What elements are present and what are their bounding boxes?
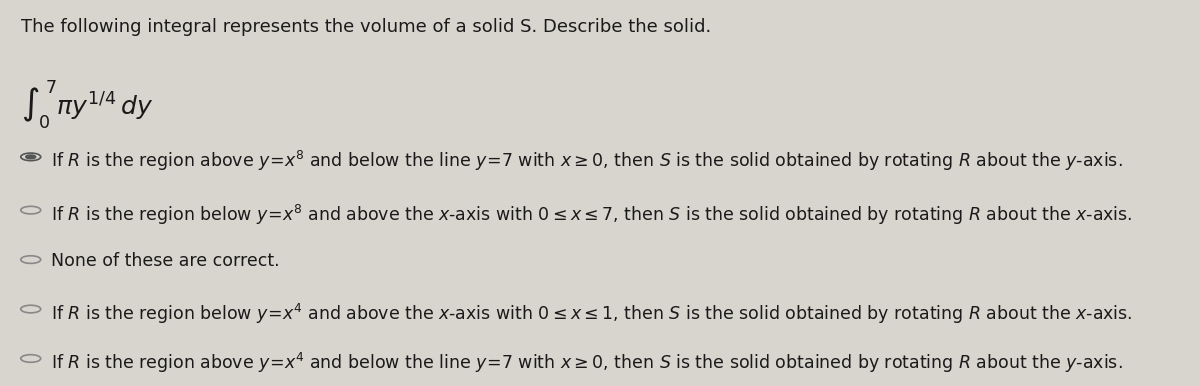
Text: If $R$ is the region above $y\!=\!x^8$ and below the line $y\!=\!7$ with $x\geq : If $R$ is the region above $y\!=\!x^8$ a…	[50, 149, 1122, 173]
Circle shape	[25, 155, 36, 159]
Text: If $R$ is the region above $y\!=\!x^4$ and below the line $y\!=\!7$ with $x\geq : If $R$ is the region above $y\!=\!x^4$ a…	[50, 351, 1122, 375]
Text: If $R$ is the region below $y\!=\!x^4$ and above the $x$-axis with $0\leq x\leq : If $R$ is the region below $y\!=\!x^4$ a…	[50, 301, 1132, 325]
Text: None of these are correct.: None of these are correct.	[50, 252, 280, 270]
Text: $\int_0^{\,7} \pi y^{1/4}\, dy$: $\int_0^{\,7} \pi y^{1/4}\, dy$	[20, 79, 154, 131]
Text: If $R$ is the region below $y\!=\!x^8$ and above the $x$-axis with $0\leq x\leq : If $R$ is the region below $y\!=\!x^8$ a…	[50, 203, 1132, 227]
Text: The following integral represents the volume of a solid S. Describe the solid.: The following integral represents the vo…	[20, 18, 710, 36]
